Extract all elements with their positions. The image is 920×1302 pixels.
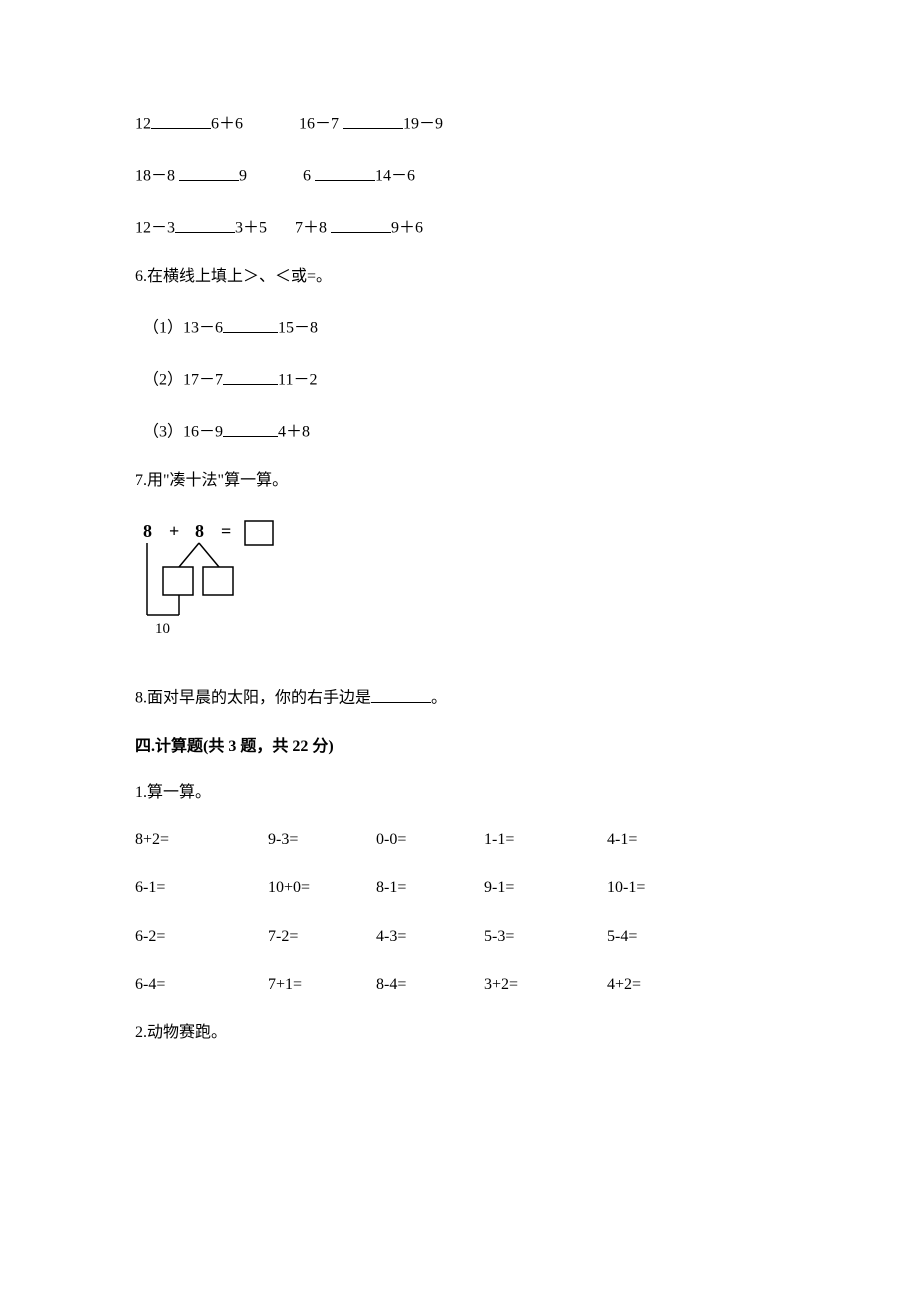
section4-title: 四.计算题(共 3 题，共 22 分) [135, 736, 785, 758]
q5-row3: 12－3 3＋5 7＋8 9＋6 [135, 214, 785, 240]
calc-cell: 5-3= [484, 926, 607, 974]
q5-row1: 12 6＋6 16－7 19－9 [135, 110, 785, 136]
blank[interactable] [179, 162, 239, 181]
q6-item3: （3）16－9 4＋8 [135, 418, 785, 444]
calc-cell: 8-1= [376, 877, 484, 925]
calc-cell: 8-4= [376, 974, 484, 1022]
calc-cell: 7-2= [268, 926, 376, 974]
blank[interactable] [371, 684, 431, 703]
q6-i1-left: 13－6 [183, 320, 223, 337]
calc2-title: 2.动物赛跑。 [135, 1022, 785, 1044]
q8-line: 8.面对早晨的太阳，你的右手边是 。 [135, 684, 785, 710]
expr-right: 8 [195, 521, 204, 541]
q6-title: 6.在横线上填上＞、＜或=。 [135, 266, 785, 288]
calc1-table: 8+2= 9-3= 0-0= 1-1= 4-1= 6-1= 10+0= 8-1=… [135, 829, 673, 1023]
calc-cell: 5-4= [607, 926, 673, 974]
blank[interactable] [331, 214, 391, 233]
blank[interactable] [223, 366, 278, 385]
blank[interactable] [223, 314, 278, 333]
calc-cell: 0-0= [376, 829, 484, 877]
q6-i3-label: （3） [143, 424, 183, 441]
calc-cell: 4-3= [376, 926, 484, 974]
q6-item1: （1）13－6 15－8 [135, 314, 785, 340]
blank[interactable] [175, 214, 235, 233]
q5-r3-a1: 12－3 [135, 220, 175, 237]
q5-r1-a1: 12 [135, 116, 151, 133]
q5-r2-b2: 14－6 [375, 168, 415, 185]
q5-r3-b2: 9＋6 [391, 220, 423, 237]
q5-r2-b1: 6 [303, 168, 311, 185]
q6-i2-left: 17－7 [183, 372, 223, 389]
ten-label: 10 [155, 621, 170, 637]
q6-item2: （2）17－7 11－2 [135, 366, 785, 392]
calc-cell: 8+2= [135, 829, 268, 877]
q5-r1-b1: 16－7 [299, 116, 339, 133]
split-line-right [199, 543, 219, 567]
q5-r2-a2: 9 [239, 168, 247, 185]
blank[interactable] [315, 162, 375, 181]
q8-prefix: 8.面对早晨的太阳，你的右手边是 [135, 690, 371, 707]
make-ten-diagram: 8 + 8 = 10 [135, 519, 335, 649]
calc-cell: 9-3= [268, 829, 376, 877]
q6-i3-right: 4＋8 [278, 424, 310, 441]
blank[interactable] [151, 110, 211, 129]
table-row: 8+2= 9-3= 0-0= 1-1= 4-1= [135, 829, 673, 877]
calc-cell: 10-1= [607, 877, 673, 925]
calc-cell: 3+2= [484, 974, 607, 1022]
calc-cell: 7+1= [268, 974, 376, 1022]
expr-plus: + [169, 521, 179, 541]
calc-cell: 4-1= [607, 829, 673, 877]
q5-row2: 18－8 9 6 14－6 [135, 162, 785, 188]
q5-r3-b1: 7＋8 [295, 220, 327, 237]
calc-cell: 6-1= [135, 877, 268, 925]
split-box-right[interactable] [203, 567, 233, 595]
q7-title: 7.用"凑十法"算一算。 [135, 470, 785, 492]
calc-cell: 1-1= [484, 829, 607, 877]
q5-r3-a2: 3＋5 [235, 220, 267, 237]
split-box-left[interactable] [163, 567, 193, 595]
table-row: 6-2= 7-2= 4-3= 5-3= 5-4= [135, 926, 673, 974]
q6-i1-right: 15－8 [278, 320, 318, 337]
q7-diagram: 8 + 8 = 10 [135, 519, 785, 656]
q8-suffix: 。 [431, 690, 447, 707]
expr-eq: = [221, 521, 231, 541]
blank[interactable] [343, 110, 403, 129]
blank[interactable] [223, 418, 278, 437]
table-row: 6-4= 7+1= 8-4= 3+2= 4+2= [135, 974, 673, 1022]
calc-cell: 9-1= [484, 877, 607, 925]
calc-cell: 6-2= [135, 926, 268, 974]
calc-cell: 4+2= [607, 974, 673, 1022]
calc-cell: 10+0= [268, 877, 376, 925]
page: 12 6＋6 16－7 19－9 18－8 9 6 14－6 12－3 3＋5 7＋8 9… [0, 0, 920, 1302]
expr-left: 8 [143, 521, 152, 541]
q6-i1-label: （1） [143, 320, 183, 337]
table-row: 6-1= 10+0= 8-1= 9-1= 10-1= [135, 877, 673, 925]
q6-i2-right: 11－2 [278, 372, 317, 389]
calc1-title: 1.算一算。 [135, 782, 785, 804]
answer-box[interactable] [245, 521, 273, 545]
q5-r2-a1: 18－8 [135, 168, 175, 185]
q6-i3-left: 16－9 [183, 424, 223, 441]
q5-r1-a2: 6＋6 [211, 116, 243, 133]
q5-r1-b2: 19－9 [403, 116, 443, 133]
split-line-left [179, 543, 199, 567]
calc-cell: 6-4= [135, 974, 268, 1022]
q6-i2-label: （2） [143, 372, 183, 389]
